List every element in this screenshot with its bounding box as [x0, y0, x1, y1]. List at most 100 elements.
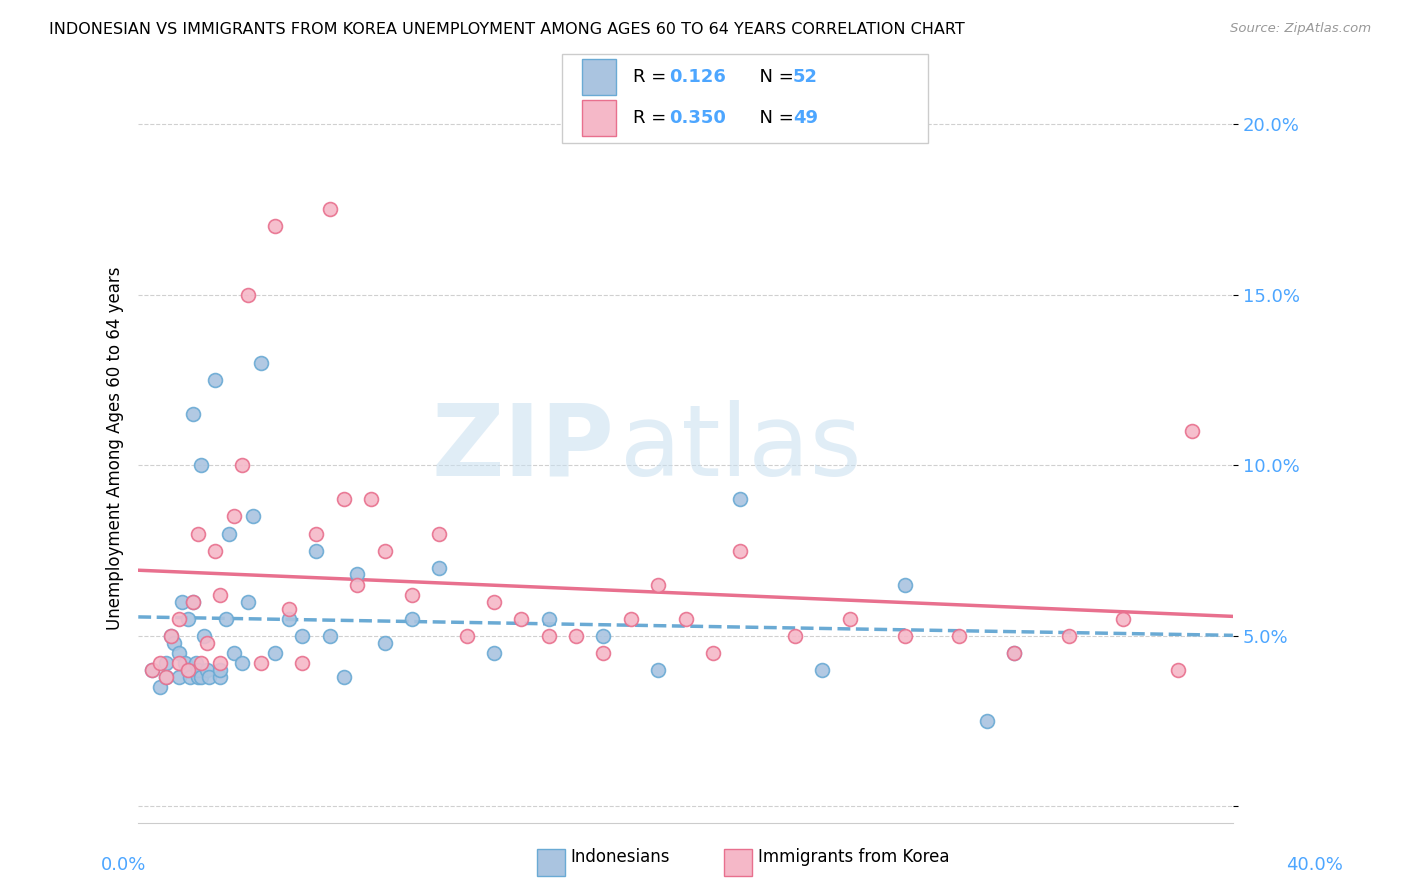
Point: [537, 612, 560, 626]
Point: [811, 663, 834, 677]
Point: [537, 629, 560, 643]
Text: atlas: atlas: [620, 400, 862, 497]
Point: [209, 588, 232, 602]
Text: R =: R =: [633, 68, 672, 86]
Point: [169, 670, 191, 684]
Point: [204, 543, 226, 558]
Point: [173, 656, 195, 670]
Text: ZIP: ZIP: [432, 400, 614, 497]
Point: [730, 543, 752, 558]
Point: [401, 588, 423, 602]
Point: [155, 656, 177, 670]
Text: 0.350: 0.350: [669, 109, 725, 127]
Point: [592, 629, 614, 643]
Y-axis label: Unemployment Among Ages 60 to 64 years: Unemployment Among Ages 60 to 64 years: [107, 267, 124, 630]
Point: [187, 526, 209, 541]
Point: [456, 629, 478, 643]
Point: [169, 656, 191, 670]
Point: [204, 373, 226, 387]
Point: [176, 663, 198, 677]
Point: [319, 629, 342, 643]
Point: [149, 656, 172, 670]
Point: [291, 629, 314, 643]
Point: [231, 458, 253, 473]
Point: [190, 656, 212, 670]
Point: [360, 492, 382, 507]
Point: [264, 219, 287, 234]
Point: [218, 526, 240, 541]
Point: [702, 646, 724, 660]
Point: [141, 663, 163, 677]
Point: [510, 612, 533, 626]
Point: [195, 635, 218, 649]
Point: [647, 577, 669, 591]
Point: [374, 543, 396, 558]
Point: [730, 492, 752, 507]
Point: [305, 543, 328, 558]
Point: [647, 663, 669, 677]
Point: [176, 612, 198, 626]
Text: INDONESIAN VS IMMIGRANTS FROM KOREA UNEMPLOYMENT AMONG AGES 60 TO 64 YEARS CORRE: INDONESIAN VS IMMIGRANTS FROM KOREA UNEM…: [49, 22, 965, 37]
Text: N =: N =: [748, 68, 800, 86]
Point: [190, 458, 212, 473]
Point: [236, 287, 259, 301]
Point: [783, 629, 806, 643]
Point: [187, 670, 209, 684]
Point: [181, 595, 204, 609]
Point: [401, 612, 423, 626]
Point: [155, 670, 177, 684]
Text: R =: R =: [633, 109, 672, 127]
Point: [169, 646, 191, 660]
Point: [332, 492, 354, 507]
Point: [319, 202, 342, 217]
Point: [427, 526, 450, 541]
Point: [176, 663, 198, 677]
Point: [170, 595, 193, 609]
Point: [181, 595, 204, 609]
Point: [222, 646, 245, 660]
Point: [169, 612, 191, 626]
Point: [482, 595, 505, 609]
Text: 0.126: 0.126: [669, 68, 725, 86]
Point: [374, 635, 396, 649]
Point: [236, 595, 259, 609]
Point: [149, 680, 172, 694]
Point: [209, 670, 232, 684]
Point: [838, 612, 860, 626]
Point: [1057, 629, 1080, 643]
Point: [155, 670, 177, 684]
Point: [893, 629, 915, 643]
Point: [1002, 646, 1025, 660]
Point: [305, 526, 328, 541]
Point: [231, 656, 253, 670]
Text: 40.0%: 40.0%: [1286, 856, 1343, 874]
Point: [592, 646, 614, 660]
Point: [184, 656, 207, 670]
Text: N =: N =: [748, 109, 800, 127]
Text: 0.0%: 0.0%: [101, 856, 146, 874]
Text: Source: ZipAtlas.com: Source: ZipAtlas.com: [1230, 22, 1371, 36]
Point: [209, 663, 232, 677]
Point: [1112, 612, 1135, 626]
Point: [675, 612, 697, 626]
Point: [264, 646, 287, 660]
Point: [198, 670, 221, 684]
Point: [193, 629, 215, 643]
Text: 49: 49: [793, 109, 818, 127]
Text: 52: 52: [793, 68, 818, 86]
Point: [141, 663, 163, 677]
Point: [620, 612, 643, 626]
Point: [893, 577, 915, 591]
Point: [948, 629, 970, 643]
Point: [291, 656, 314, 670]
Point: [277, 601, 299, 615]
Point: [250, 356, 273, 370]
Point: [195, 663, 218, 677]
Point: [179, 670, 201, 684]
Point: [160, 629, 183, 643]
Point: [209, 656, 232, 670]
Point: [242, 509, 264, 524]
Text: Immigrants from Korea: Immigrants from Korea: [758, 848, 949, 866]
Point: [187, 663, 209, 677]
Point: [565, 629, 588, 643]
